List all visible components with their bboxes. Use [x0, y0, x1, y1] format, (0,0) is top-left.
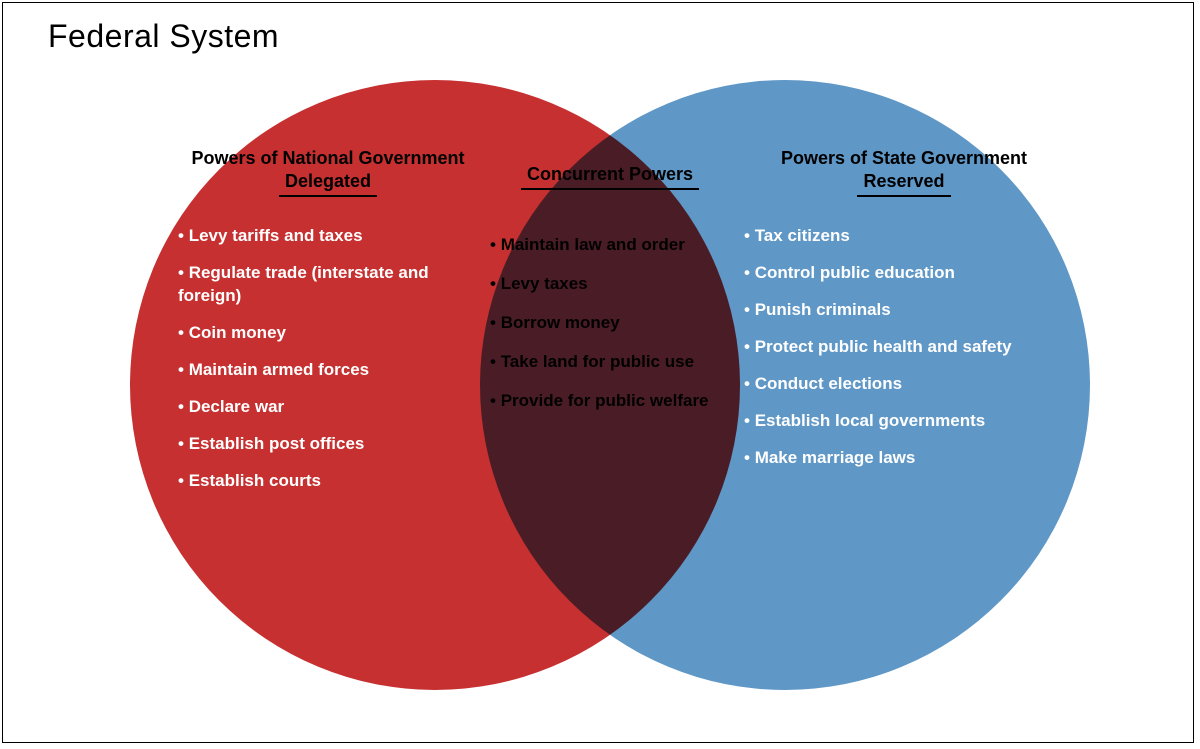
- list-item: Regulate trade (interstate and foreign): [178, 262, 478, 308]
- region-state-government: Powers of State Government Reserved Tax …: [744, 148, 1064, 484]
- venn-diagram: Powers of National Government Delegated …: [130, 70, 1090, 710]
- left-header-line2: Delegated: [279, 171, 377, 197]
- list-item: Levy taxes: [490, 273, 730, 296]
- list-item: Conduct elections: [744, 373, 1064, 396]
- right-header: Powers of State Government Reserved: [744, 148, 1064, 197]
- list-item: Protect public health and safety: [744, 336, 1064, 359]
- list-item: Tax citizens: [744, 225, 1064, 248]
- list-item: Declare war: [178, 396, 478, 419]
- list-item: Establish courts: [178, 470, 478, 493]
- left-header-line1: Powers of National Government: [178, 148, 478, 169]
- page-title: Federal System: [48, 18, 279, 55]
- right-header-line2: Reserved: [857, 171, 950, 197]
- right-items: Tax citizens Control public education Pu…: [744, 225, 1064, 470]
- list-item: Maintain armed forces: [178, 359, 478, 382]
- center-items: Maintain law and order Levy taxes Borrow…: [490, 234, 730, 413]
- center-header: Concurrent Powers: [490, 164, 730, 190]
- left-header: Powers of National Government Delegated: [178, 148, 478, 197]
- list-item: Establish post offices: [178, 433, 478, 456]
- right-header-line1: Powers of State Government: [744, 148, 1064, 169]
- list-item: Establish local governments: [744, 410, 1064, 433]
- region-concurrent: Concurrent Powers Maintain law and order…: [490, 164, 730, 429]
- list-item: Control public education: [744, 262, 1064, 285]
- list-item: Coin money: [178, 322, 478, 345]
- region-national-government: Powers of National Government Delegated …: [178, 148, 478, 507]
- list-item: Borrow money: [490, 312, 730, 335]
- list-item: Maintain law and order: [490, 234, 730, 257]
- left-items: Levy tariffs and taxes Regulate trade (i…: [178, 225, 478, 493]
- list-item: Make marriage laws: [744, 447, 1064, 470]
- list-item: Levy tariffs and taxes: [178, 225, 478, 248]
- center-header-line1: Concurrent Powers: [521, 164, 699, 190]
- list-item: Take land for public use: [490, 351, 730, 374]
- list-item: Provide for public welfare: [490, 390, 730, 413]
- list-item: Punish criminals: [744, 299, 1064, 322]
